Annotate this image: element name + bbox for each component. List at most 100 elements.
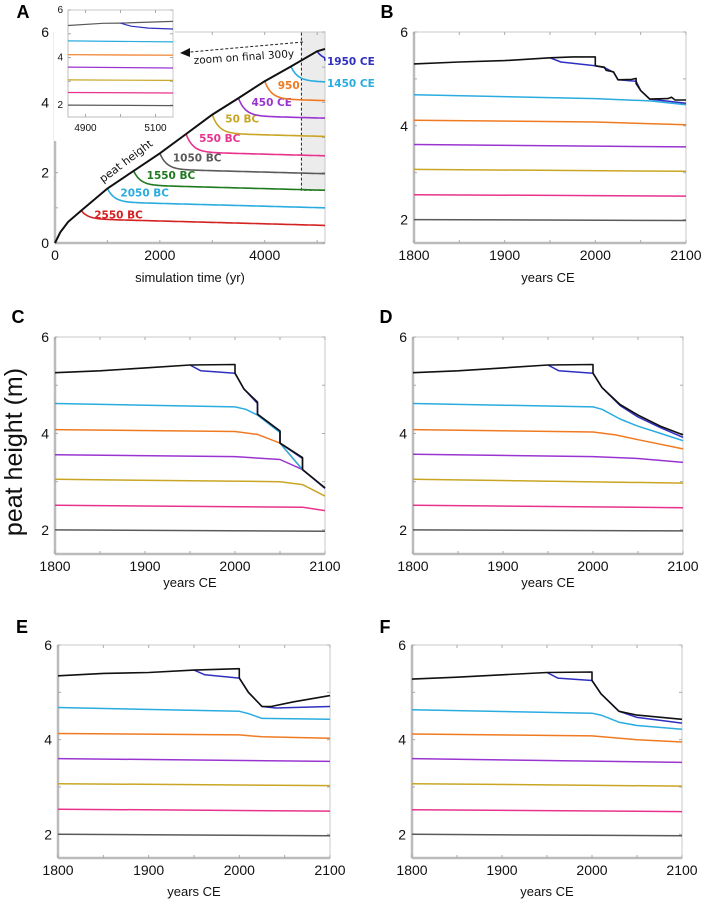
series-line xyxy=(411,709,683,731)
series-line xyxy=(57,757,331,763)
series-line xyxy=(412,363,684,436)
y-tick-label: 2 xyxy=(41,165,49,181)
y-tick-label: 2 xyxy=(398,826,406,842)
series-line xyxy=(54,529,326,533)
cohort-line xyxy=(185,133,325,157)
x-tick-label: 2000 xyxy=(577,558,608,574)
series-line xyxy=(412,428,684,450)
y-tick-label: 2 xyxy=(400,212,408,228)
series-line xyxy=(413,94,687,106)
x-tick-label: 1800 xyxy=(398,247,429,263)
x-tick-label: 2000 xyxy=(576,862,607,878)
cohort-line xyxy=(263,80,325,102)
cohort-line xyxy=(106,188,325,209)
x-tick-label: 2000 xyxy=(144,247,175,263)
series-line xyxy=(57,706,331,721)
annotation-arrow-head xyxy=(180,48,190,57)
inset-series-line xyxy=(67,91,174,94)
x-axis-label: years CE xyxy=(167,884,221,899)
y-tick-label: 6 xyxy=(41,329,49,345)
x-tick-label: 1900 xyxy=(486,862,517,878)
series-line xyxy=(412,478,684,484)
cohort-label: 2550 BC xyxy=(94,210,143,222)
series-line xyxy=(413,119,687,126)
inset-series-line xyxy=(67,54,174,56)
y-tick-label: 6 xyxy=(398,637,406,653)
series-line xyxy=(54,504,326,512)
x-tick-label: 2100 xyxy=(666,862,697,878)
series-line xyxy=(54,478,326,497)
cohort-label: 450 CE xyxy=(251,97,291,109)
y-tick-label: 2 xyxy=(44,826,52,842)
x-tick-label: 2100 xyxy=(670,247,701,263)
y-tick-label: 0 xyxy=(41,235,49,251)
x-tick-label: 1900 xyxy=(487,558,518,574)
y-tick-label: 4 xyxy=(41,94,49,110)
series-line xyxy=(412,402,684,442)
y-tick-label: 6 xyxy=(41,24,49,40)
x-tick-label: 2100 xyxy=(667,558,698,574)
cohort-label: 1550 BC xyxy=(147,170,196,182)
y-tick-label: 6 xyxy=(57,5,63,16)
cohort-label: 50 BC xyxy=(225,114,259,126)
peat-height-line xyxy=(54,47,326,244)
panel-label: F xyxy=(380,617,391,637)
panel-e: E 1800 1900 2000 2100 2 4 6 years CE xyxy=(16,617,346,899)
series-line xyxy=(411,757,683,764)
x-tick-label: 2100 xyxy=(309,558,340,574)
cohort-line xyxy=(316,50,326,61)
cohort-line xyxy=(237,97,326,119)
cohort-line xyxy=(290,66,326,83)
series-line xyxy=(57,782,331,787)
series-line xyxy=(411,733,683,743)
x-axis-label: years CE xyxy=(163,575,217,590)
cohort-label: 950 xyxy=(278,80,300,92)
series-line xyxy=(189,364,326,489)
x-tick-label: 2000 xyxy=(224,862,255,878)
x-axis-label: years CE xyxy=(521,270,575,285)
cohort-line xyxy=(132,170,326,192)
panel-c: C 1800 1900 2000 2100 2 4 6 years CE xyxy=(12,307,341,590)
plot-frame xyxy=(413,31,687,244)
x-tick-label: 1800 xyxy=(396,862,427,878)
cohort-label: 1450 CE xyxy=(327,78,375,90)
series-line xyxy=(546,671,683,724)
panel-b: B 1800 1900 2000 2100 2 4 6 years CE xyxy=(381,2,702,285)
cohort-line xyxy=(80,210,325,227)
inset-series-line xyxy=(67,79,174,81)
zoom-annotation: zoom on final 300y xyxy=(193,48,294,67)
y-tick-label: 2 xyxy=(57,100,63,111)
panel-label: B xyxy=(381,2,394,22)
series-line xyxy=(54,363,326,489)
inset-series-line xyxy=(67,66,174,69)
panel-d: D 1800 1900 2000 2100 2 4 6 years CE xyxy=(380,307,699,590)
series-line xyxy=(411,833,683,837)
series-line xyxy=(411,671,683,721)
inset-plot: 4900 5100 2 4 6 xyxy=(54,5,175,141)
cohort-label: 1950 CE xyxy=(327,56,375,68)
y-tick-label: 6 xyxy=(400,24,408,40)
inset-series-line xyxy=(67,40,174,43)
x-tick-label: 5100 xyxy=(144,123,167,134)
x-axis-label: years CE xyxy=(520,884,574,899)
series-line xyxy=(57,732,331,739)
y-tick-label: 2 xyxy=(399,522,407,538)
x-tick-label: 2100 xyxy=(314,862,345,878)
y-tick-label: 6 xyxy=(44,637,52,653)
panel-label: D xyxy=(380,307,393,327)
y-tick-label: 4 xyxy=(41,425,49,441)
shared-y-axis-label: peat height (m) xyxy=(0,368,28,536)
y-tick-label: 4 xyxy=(398,732,406,748)
x-tick-label: 1800 xyxy=(42,862,73,878)
x-tick-label: 1900 xyxy=(129,558,160,574)
series-line xyxy=(412,504,684,509)
y-tick-label: 4 xyxy=(44,732,52,748)
x-tick-label: 2000 xyxy=(580,247,611,263)
series-line xyxy=(54,402,326,489)
y-tick-label: 6 xyxy=(399,329,407,345)
series-line xyxy=(411,782,683,787)
series-line xyxy=(193,669,331,709)
x-tick-label: 4000 xyxy=(249,247,280,263)
